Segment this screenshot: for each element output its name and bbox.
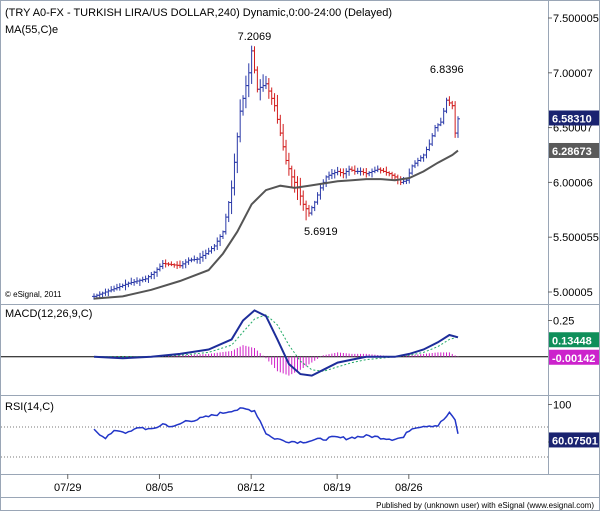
rsi-line [93,407,459,445]
axis-labels: 7.500005 7.00007 6.50007 6.00006 5.500055 5.0… [54,13,599,494]
macd-hist-value-box: -0.00142 [552,353,595,365]
last-price-box-bg [549,110,599,126]
x-axis-label: 08/19 [323,482,351,494]
price-axis-label: 6.50007 [553,123,593,135]
price-axis-label: 5.500055 [553,232,599,244]
x-axis-label: 08/12 [237,482,265,494]
ma-value-box: 6.28673 [552,146,592,158]
macd-signal-line [94,314,459,372]
price-axis-label: 6.00006 [553,177,593,189]
last-price-box: 6.58310 [552,113,592,125]
price-axis-label: 5.00005 [553,287,593,299]
macd-panel [1,309,548,377]
x-axis-label: 08/05 [146,482,174,494]
footer-credit: Published by (unknown user) with eSignal… [376,501,594,510]
price-axis-label: 7.500005 [553,13,599,25]
macd-value-box: 0.13448 [552,335,592,347]
annotation-high-7-2069: 7.2069 [238,31,272,43]
macd-hist-value-box-bg [549,349,599,365]
rsi-value-box-bg [549,432,599,448]
macd-line [93,309,459,377]
x-axis-label: 08/26 [395,482,423,494]
annotation-low-5-6919: 5.6919 [304,226,338,238]
rsi-axis-label: 100 [553,400,571,412]
macd-title: MACD(12,26,9,C) [5,308,92,320]
annotation-high-6-8396: 6.8396 [430,64,464,76]
ma-value-box-bg [549,142,599,158]
chart-title: (TRY A0-FX - TURKISH LIRA/US DOLLAR,240)… [5,7,392,19]
price-panel: 7.2069 6.8396 5.6919 [92,31,464,300]
copyright-note: © eSignal, 2011 [5,290,62,299]
moving-average-line [93,149,459,300]
rsi-value-box: 60.07501 [552,435,598,447]
macd-axis-label: 0.25 [553,316,574,328]
ma-legend: MA(55,C)e [5,24,58,36]
macd-value-box-bg [549,332,599,348]
rsi-title: RSI(14,C) [5,401,54,413]
rsi-panel [1,407,548,458]
price-axis-label: 7.00007 [553,68,593,80]
x-axis-label: 07/29 [54,482,82,494]
